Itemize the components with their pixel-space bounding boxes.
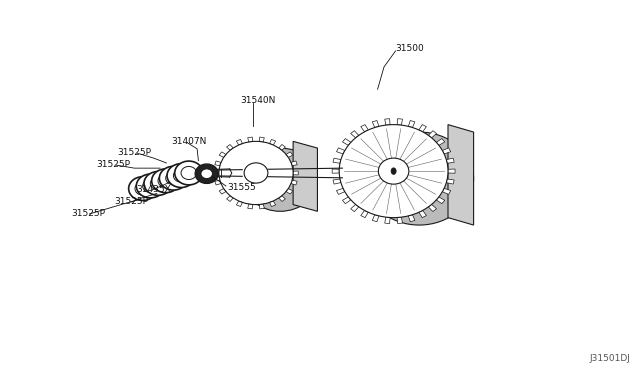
Ellipse shape — [201, 169, 212, 179]
Ellipse shape — [144, 171, 172, 195]
Polygon shape — [259, 137, 264, 142]
Polygon shape — [448, 125, 474, 225]
Polygon shape — [442, 148, 451, 154]
Polygon shape — [428, 204, 436, 212]
Ellipse shape — [129, 177, 157, 201]
Polygon shape — [337, 148, 345, 154]
Polygon shape — [279, 196, 285, 202]
Text: 31555: 31555 — [227, 183, 256, 192]
Ellipse shape — [365, 132, 474, 225]
Polygon shape — [361, 125, 368, 132]
Text: J31501DJ: J31501DJ — [589, 354, 630, 363]
Ellipse shape — [173, 169, 189, 182]
Polygon shape — [248, 204, 253, 209]
Polygon shape — [227, 196, 233, 202]
Polygon shape — [351, 131, 359, 138]
Ellipse shape — [143, 179, 158, 193]
Polygon shape — [408, 215, 415, 222]
Polygon shape — [215, 161, 221, 166]
Ellipse shape — [158, 174, 173, 187]
Polygon shape — [436, 197, 445, 204]
Polygon shape — [397, 119, 403, 125]
Polygon shape — [332, 169, 339, 173]
Text: 31525P: 31525P — [96, 160, 130, 169]
Polygon shape — [446, 158, 454, 163]
Text: 31525P: 31525P — [117, 148, 151, 157]
Polygon shape — [446, 179, 454, 184]
Polygon shape — [236, 201, 243, 206]
Polygon shape — [385, 217, 390, 224]
Polygon shape — [220, 189, 226, 194]
Polygon shape — [286, 189, 292, 194]
Ellipse shape — [219, 141, 293, 205]
Polygon shape — [333, 158, 341, 163]
Polygon shape — [236, 140, 243, 145]
Text: 31525P: 31525P — [72, 209, 106, 218]
Ellipse shape — [244, 163, 268, 183]
Text: 31500: 31500 — [396, 44, 424, 53]
Ellipse shape — [175, 161, 203, 185]
Polygon shape — [291, 180, 297, 185]
Polygon shape — [419, 211, 426, 218]
Polygon shape — [385, 119, 390, 125]
Polygon shape — [397, 217, 403, 224]
Polygon shape — [215, 180, 221, 185]
Ellipse shape — [136, 174, 164, 198]
Polygon shape — [291, 161, 297, 166]
Polygon shape — [214, 171, 219, 175]
Polygon shape — [293, 141, 317, 211]
Polygon shape — [220, 152, 226, 157]
Ellipse shape — [167, 164, 195, 187]
Ellipse shape — [159, 166, 188, 190]
Text: 31540N: 31540N — [240, 96, 275, 105]
Text: 31525P: 31525P — [114, 198, 148, 206]
Text: 31435X: 31435X — [136, 185, 171, 194]
Polygon shape — [333, 179, 341, 184]
Polygon shape — [248, 137, 253, 142]
Polygon shape — [372, 121, 379, 128]
Text: 31407N: 31407N — [172, 137, 207, 146]
Ellipse shape — [150, 177, 166, 190]
Polygon shape — [342, 197, 351, 204]
Ellipse shape — [135, 182, 150, 195]
Polygon shape — [408, 121, 415, 128]
Ellipse shape — [166, 171, 181, 185]
Polygon shape — [419, 125, 426, 132]
Ellipse shape — [181, 166, 196, 180]
Polygon shape — [428, 131, 436, 138]
Ellipse shape — [243, 148, 317, 211]
Ellipse shape — [339, 125, 448, 218]
Polygon shape — [337, 188, 345, 195]
Ellipse shape — [391, 168, 396, 174]
Polygon shape — [227, 144, 233, 150]
Polygon shape — [269, 140, 276, 145]
Polygon shape — [372, 215, 379, 222]
Polygon shape — [286, 152, 292, 157]
Ellipse shape — [152, 169, 180, 193]
Ellipse shape — [378, 158, 409, 184]
Polygon shape — [269, 201, 276, 206]
Polygon shape — [279, 144, 285, 150]
Polygon shape — [259, 204, 264, 209]
Polygon shape — [448, 169, 455, 173]
Polygon shape — [361, 211, 368, 218]
Ellipse shape — [195, 164, 218, 183]
Polygon shape — [293, 171, 298, 175]
Polygon shape — [442, 188, 451, 195]
Polygon shape — [351, 204, 359, 212]
Polygon shape — [436, 138, 445, 145]
Polygon shape — [342, 138, 351, 145]
